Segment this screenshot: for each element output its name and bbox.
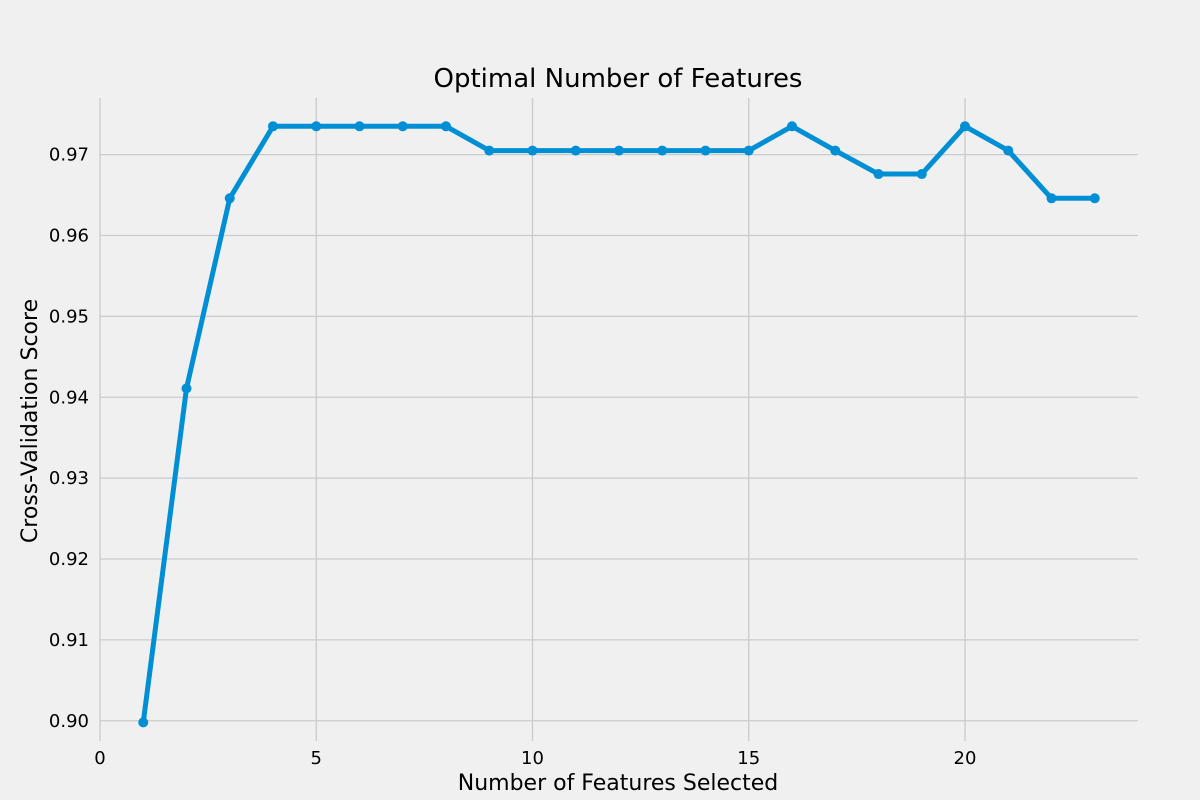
data-point (1003, 145, 1014, 156)
data-point (138, 717, 149, 728)
data-point (181, 383, 192, 394)
data-point (873, 169, 884, 180)
series-layer (138, 121, 1100, 728)
data-point (527, 145, 538, 156)
data-point (441, 121, 451, 132)
data-point (311, 121, 322, 132)
data-point (787, 121, 797, 132)
data-point (224, 193, 235, 204)
data-point (614, 145, 624, 156)
data-point (916, 169, 927, 180)
y-axis-title: Cross-Validation Score (18, 299, 43, 543)
y-tick-label: 0.91 (49, 630, 89, 651)
data-point (570, 145, 581, 156)
chart-title: Optimal Number of Features (434, 64, 803, 94)
data-point (354, 121, 365, 132)
x-axis-title: Number of Features Selected (458, 771, 779, 796)
x-tick-label: 15 (737, 748, 760, 769)
y-tick-label: 0.94 (49, 387, 89, 408)
y-tick-label: 0.92 (49, 549, 89, 570)
data-point (830, 145, 841, 156)
data-point (268, 121, 278, 132)
y-tick-label: 0.90 (49, 711, 89, 732)
data-point (700, 145, 711, 156)
data-point (1046, 193, 1057, 204)
x-tick-label: 5 (311, 748, 322, 769)
data-point (657, 145, 668, 156)
data-point (397, 121, 408, 132)
x-tick-label: 0 (94, 748, 105, 769)
data-point (960, 121, 970, 132)
y-tick-label: 0.96 (49, 225, 89, 246)
tick-labels: 0 5 10 15 20 0.90 0.91 0.92 0.93 0.94 0.95 0.96 0.97 (49, 145, 977, 769)
y-tick-label: 0.93 (49, 468, 89, 489)
x-tick-label: 20 (954, 748, 977, 769)
data-point (484, 145, 495, 156)
x-tick-label: 10 (521, 748, 544, 769)
y-tick-label: 0.95 (49, 306, 89, 327)
data-point (743, 145, 754, 156)
y-tick-label: 0.97 (49, 145, 89, 166)
data-point (1089, 193, 1100, 204)
